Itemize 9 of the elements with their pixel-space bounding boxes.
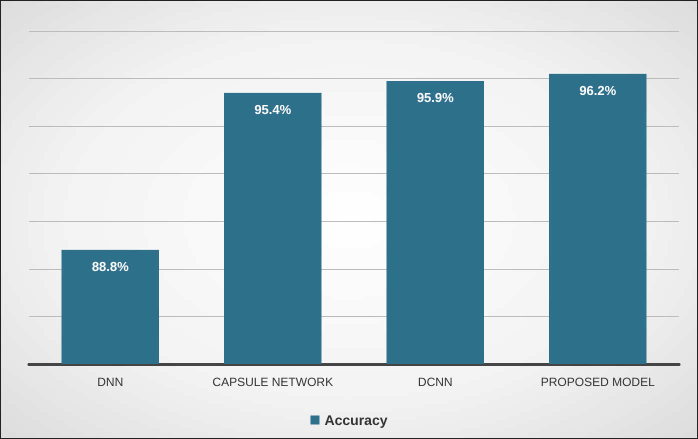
data-label: 95.9% <box>416 90 454 105</box>
x-tick-label: PROPOSED MODEL <box>540 375 656 389</box>
data-label: 88.8% <box>92 258 130 274</box>
x-tick-label: CAPSULE NETWORK <box>212 375 334 389</box>
data-label: 95.4% <box>254 102 292 117</box>
x-tick-label: DCNN <box>418 375 453 389</box>
legend-label: Accuracy <box>324 412 388 428</box>
data-label: 96.2% <box>579 82 617 98</box>
x-tick-label: DNN <box>97 375 124 389</box>
